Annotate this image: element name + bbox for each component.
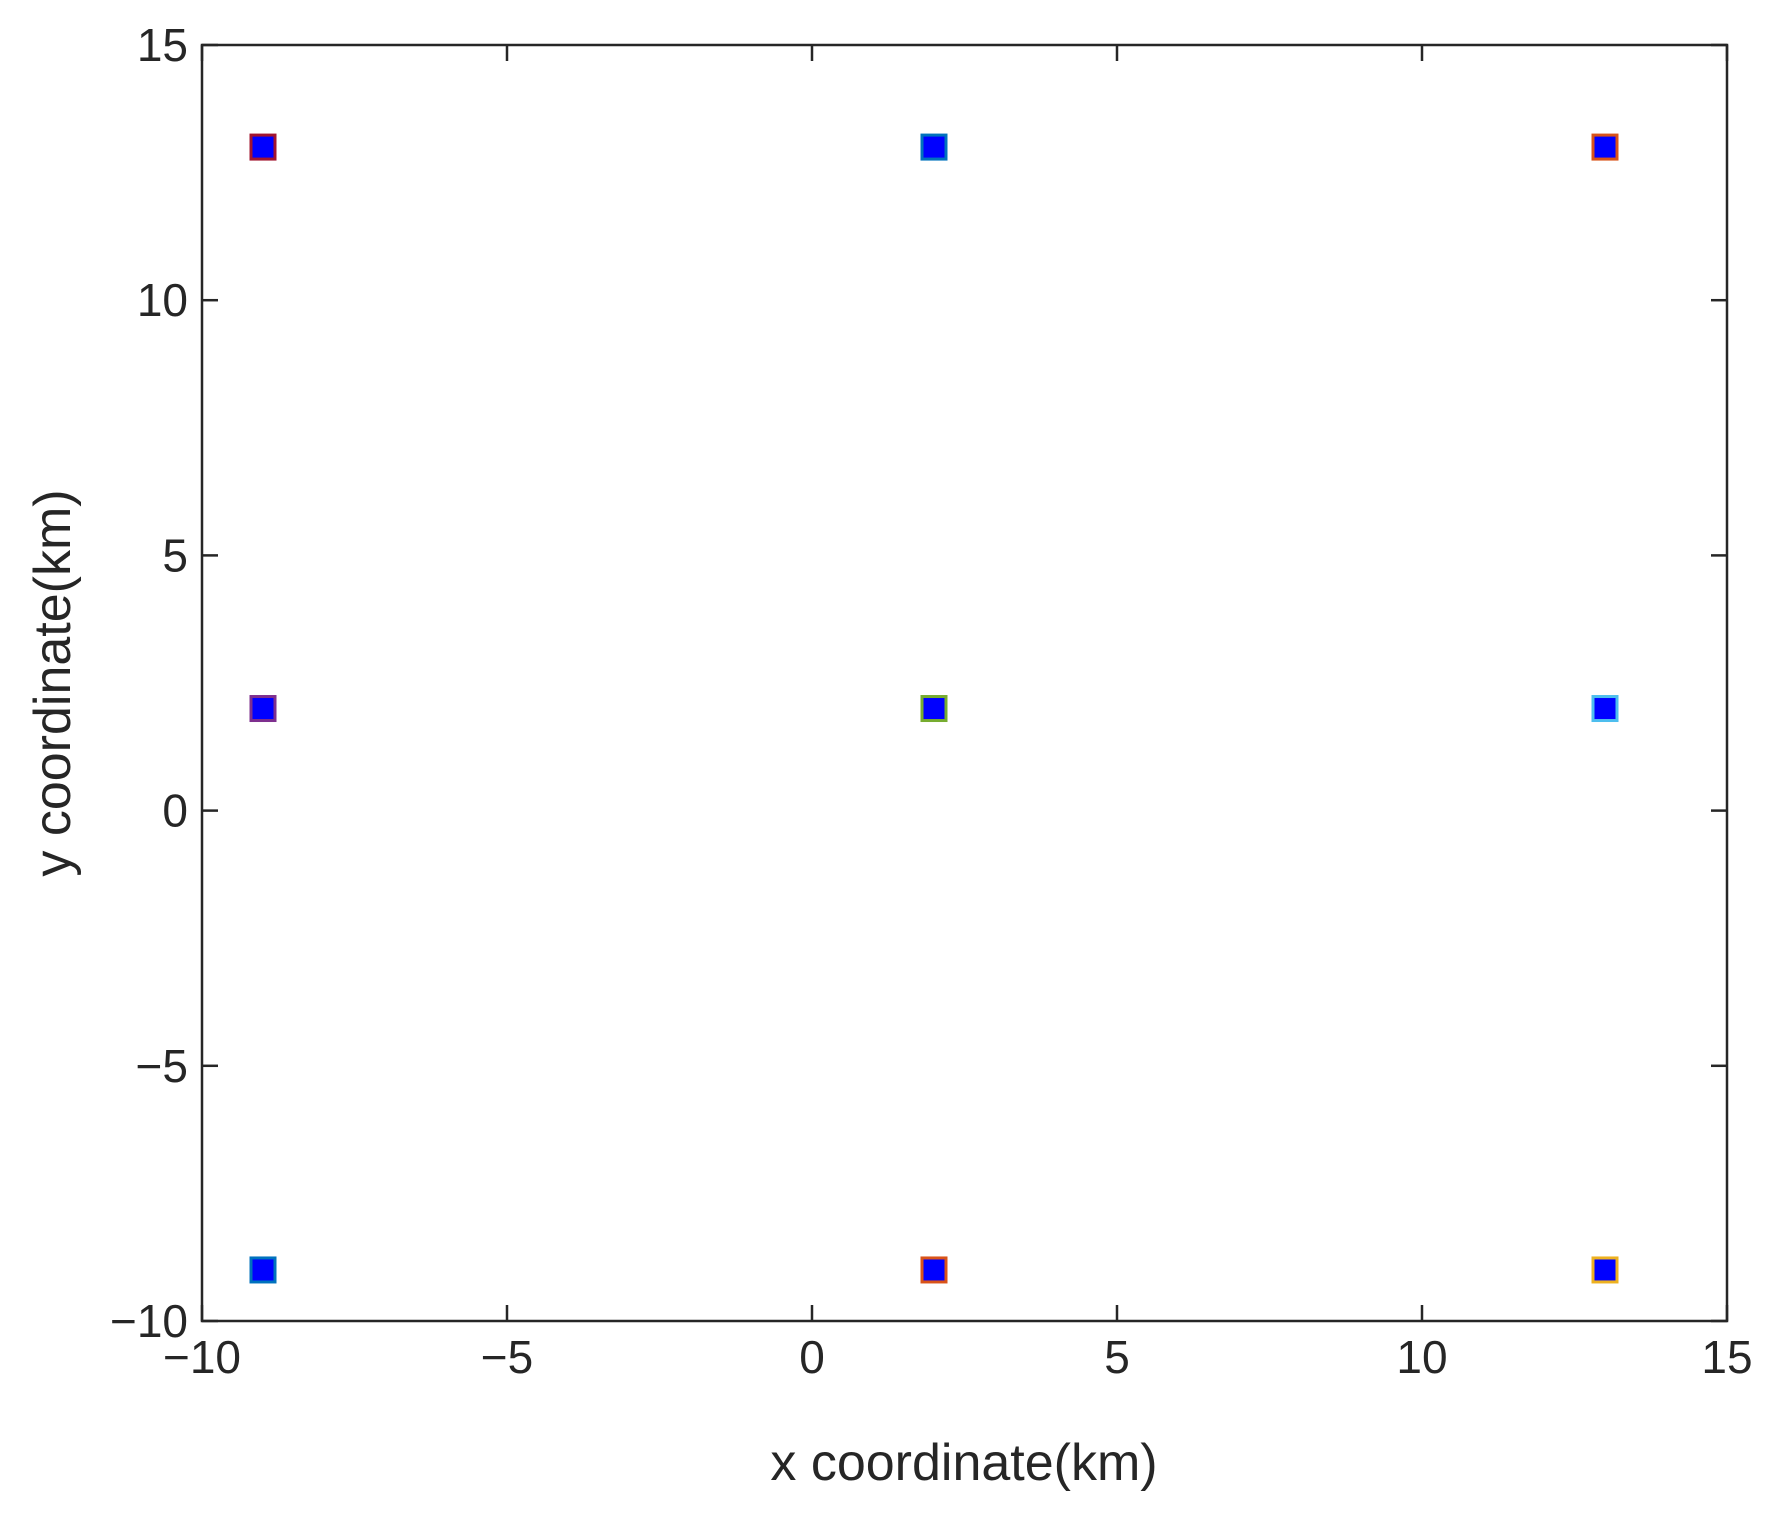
x-axis-label: x coordinate(km): [770, 1434, 1157, 1492]
y-tick-label: 5: [162, 529, 188, 581]
point: [249, 1256, 277, 1284]
y-tick-label: −10: [110, 1295, 188, 1347]
point: [249, 133, 277, 161]
y-tick-label: 0: [162, 785, 188, 837]
y-tick-label: 10: [137, 274, 188, 326]
y-tick-label: 15: [137, 19, 188, 71]
point: [920, 695, 948, 723]
x-tick-label: 0: [799, 1331, 825, 1383]
x-tick-label: 10: [1396, 1331, 1447, 1383]
x-tick-label: 15: [1701, 1331, 1752, 1383]
x-tick-label: 5: [1104, 1331, 1130, 1383]
point: [920, 1256, 948, 1284]
point: [1591, 133, 1619, 161]
point: [249, 695, 277, 723]
x-tick-label: −10: [163, 1331, 241, 1383]
point: [1591, 1256, 1619, 1284]
point: [1591, 695, 1619, 723]
point: [920, 133, 948, 161]
axes-box: [200, 43, 1729, 1323]
y-tick-label: −5: [136, 1040, 188, 1092]
x-tick-label: −5: [481, 1331, 533, 1383]
y-axis-label: y coordinate(km): [24, 489, 82, 876]
